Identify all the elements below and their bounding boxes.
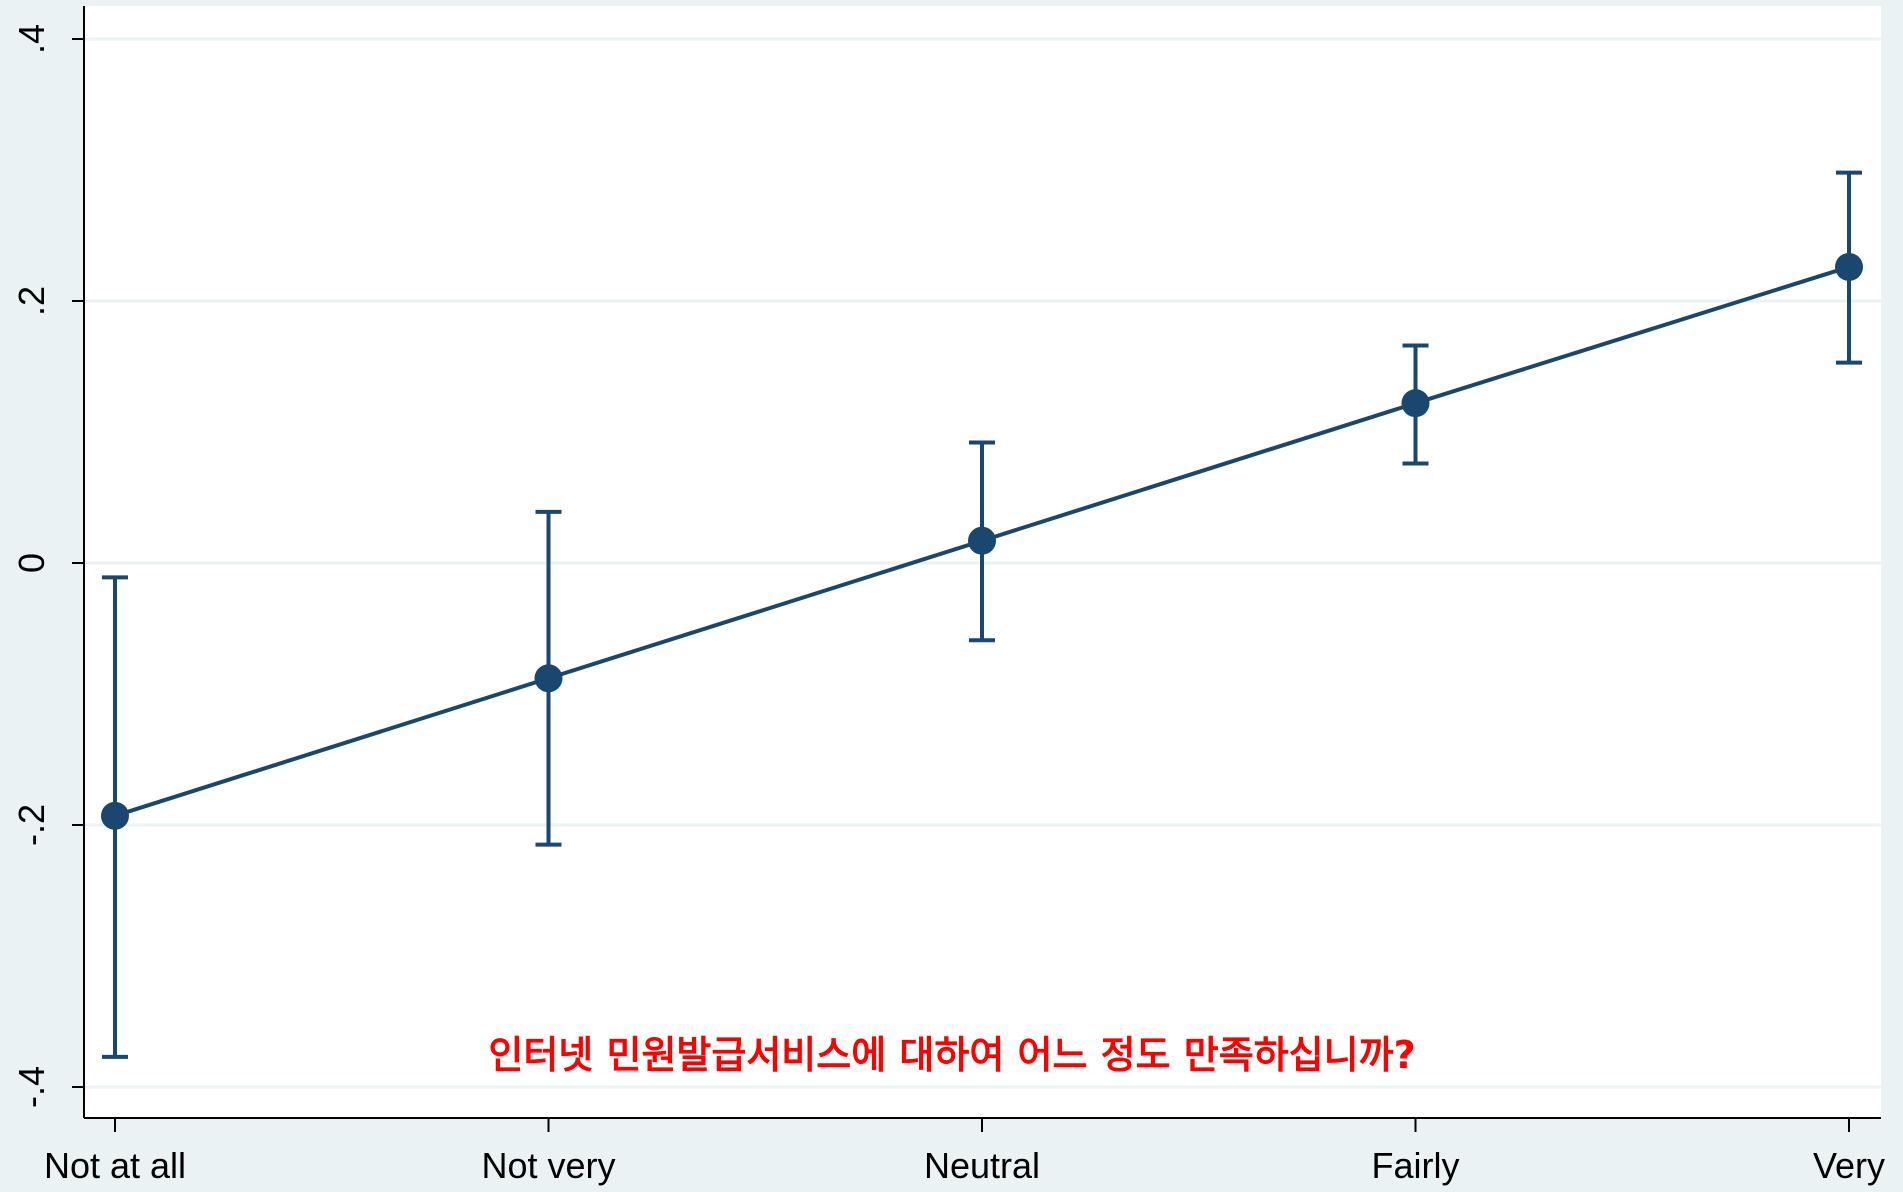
y-tick-label: 0 bbox=[11, 553, 52, 573]
data-point bbox=[1835, 253, 1863, 281]
data-point bbox=[535, 664, 563, 692]
y-tick-label: .4 bbox=[11, 24, 52, 54]
x-tick-label: Fairly bbox=[1372, 1145, 1460, 1186]
y-tick-label: .2 bbox=[11, 286, 52, 316]
x-tick-label: Neutral bbox=[924, 1145, 1040, 1186]
data-point bbox=[101, 802, 129, 830]
x-tick-label: Not at all bbox=[44, 1145, 186, 1186]
x-tick-label: Very bbox=[1813, 1145, 1885, 1186]
data-point bbox=[968, 527, 996, 555]
x-tick-label: Not very bbox=[481, 1145, 615, 1186]
data-point bbox=[1402, 389, 1430, 417]
y-tick-label: -.4 bbox=[11, 1066, 52, 1108]
chart-annotation: 인터넷 민원발급서비스에 대하여 어느 정도 만족하십니까? bbox=[488, 1033, 1415, 1077]
y-tick-label: -.2 bbox=[11, 804, 52, 846]
